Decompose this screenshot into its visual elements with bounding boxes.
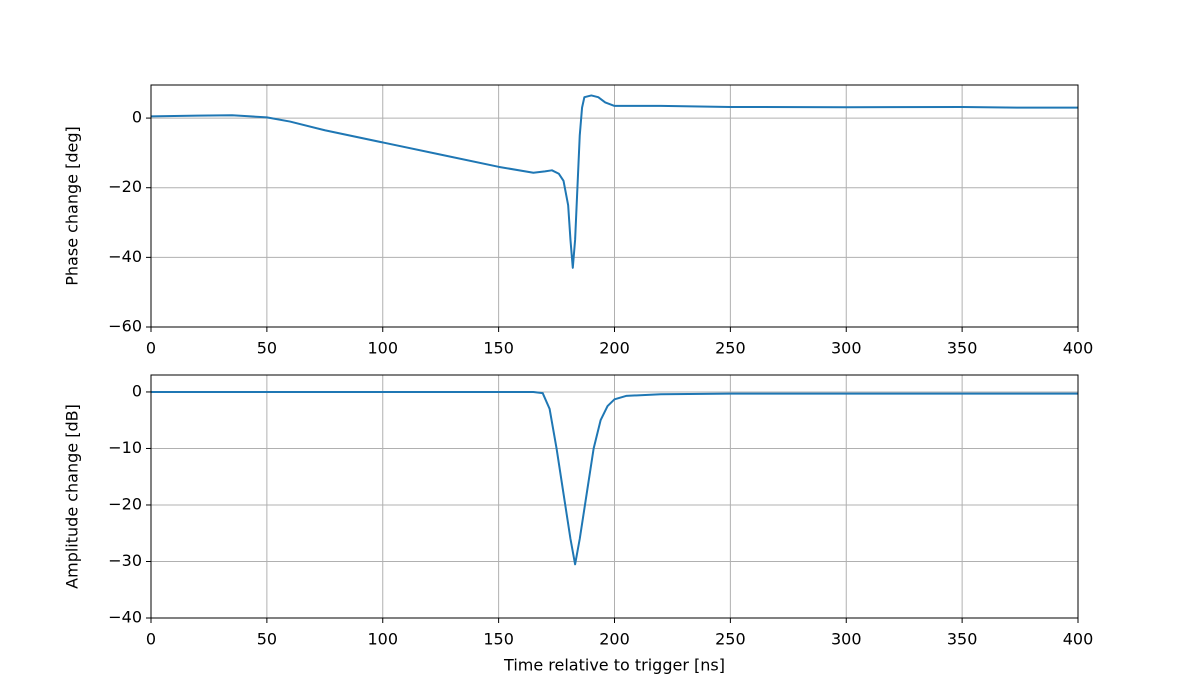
- y-axis-label: Phase change [deg]: [63, 126, 82, 285]
- y-axis-label: Amplitude change [dB]: [63, 404, 82, 589]
- x-tick-label: 100: [367, 339, 398, 358]
- x-tick-label: 200: [599, 339, 630, 358]
- y-tick-label: 0: [132, 108, 142, 127]
- x-tick-label: 250: [715, 630, 746, 649]
- y-tick-label: −10: [108, 438, 142, 457]
- axes-frame: [150, 84, 1079, 328]
- x-tick-label: 0: [146, 630, 156, 649]
- x-tick-label: 50: [257, 339, 277, 358]
- data-line: [150, 94, 1078, 269]
- x-tick-label: 150: [483, 339, 514, 358]
- x-tick-label: 150: [483, 630, 514, 649]
- y-tick-label: −20: [108, 494, 142, 513]
- x-tick-label: 100: [367, 630, 398, 649]
- y-tick-label: −60: [108, 317, 142, 336]
- x-tick-label: 50: [257, 630, 277, 649]
- y-tick-label: −40: [108, 608, 142, 627]
- x-tick-label: 300: [831, 339, 862, 358]
- data-line: [151, 390, 1078, 566]
- x-tick-label: 400: [1063, 630, 1094, 649]
- x-axis-label: Time relative to trigger [ns]: [503, 656, 725, 675]
- y-tick-label: 0: [132, 381, 142, 400]
- axes-frame: [150, 374, 1079, 619]
- y-tick-label: −30: [108, 551, 142, 570]
- y-tick-label: −20: [108, 177, 142, 196]
- y-tick-label: −40: [108, 247, 142, 266]
- x-tick-label: 200: [599, 630, 630, 649]
- x-tick-label: 300: [831, 630, 862, 649]
- x-tick-label: 350: [947, 339, 978, 358]
- x-tick-label: 400: [1063, 339, 1094, 358]
- x-tick-label: 350: [947, 630, 978, 649]
- x-tick-label: 0: [146, 339, 156, 358]
- x-tick-label: 250: [715, 339, 746, 358]
